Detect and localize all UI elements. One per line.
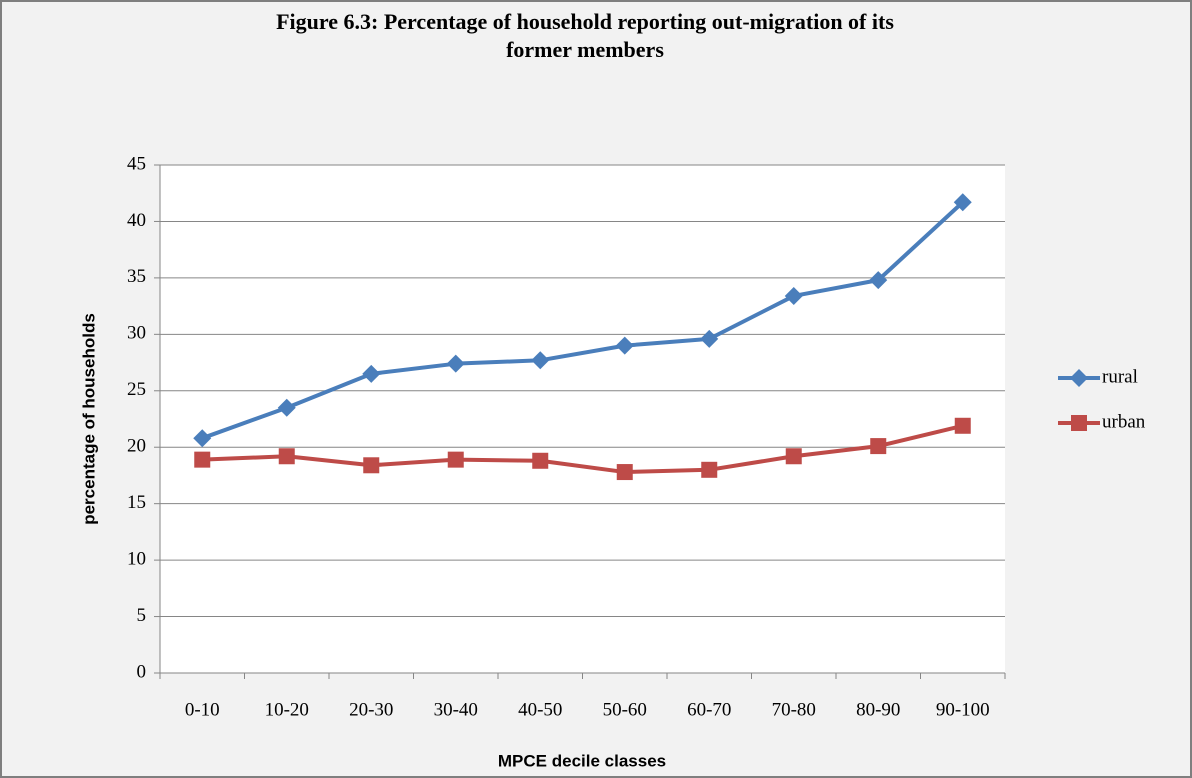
y-tick-label: 0 — [137, 661, 147, 682]
x-tick-label: 30-40 — [434, 699, 478, 720]
marker — [194, 451, 211, 468]
marker — [953, 193, 972, 212]
y-tick-label: 20 — [127, 436, 146, 457]
marker — [446, 354, 465, 373]
marker — [701, 461, 718, 478]
x-tick-label: 20-30 — [349, 699, 393, 720]
legend-label: urban — [1102, 411, 1146, 432]
marker — [363, 457, 380, 474]
x-tick-label: 50-60 — [603, 699, 647, 720]
y-tick-label: 25 — [127, 379, 146, 400]
marker — [616, 464, 633, 481]
marker — [1071, 415, 1087, 431]
marker — [362, 364, 381, 383]
x-tick-label: 80-90 — [856, 699, 900, 720]
plot-area — [160, 165, 1005, 673]
y-tick-label: 15 — [127, 492, 146, 513]
marker — [278, 448, 295, 465]
y-tick-label: 30 — [127, 323, 146, 344]
marker — [277, 398, 296, 417]
x-axis-label: MPCE decile classes — [498, 751, 666, 770]
y-tick-label: 35 — [127, 266, 146, 287]
marker — [784, 286, 803, 305]
marker — [615, 336, 634, 355]
series-line — [202, 423, 964, 475]
marker — [870, 438, 887, 455]
x-tick-label: 0-10 — [185, 699, 220, 720]
x-tick-label: 10-20 — [265, 699, 309, 720]
legend-label: rural — [1102, 366, 1138, 387]
marker — [700, 329, 719, 348]
x-tick-label: 90-100 — [936, 699, 990, 720]
y-axis-label: percentage of households — [79, 313, 98, 525]
marker — [447, 451, 464, 468]
chart-title: Figure 6.3: Percentage of household repo… — [276, 9, 894, 62]
x-tick-label: 40-50 — [518, 699, 562, 720]
y-tick-label: 45 — [127, 153, 146, 174]
marker — [869, 271, 888, 290]
y-tick-label: 10 — [127, 548, 146, 569]
x-tick-label: 60-70 — [687, 699, 731, 720]
series-line — [201, 200, 965, 441]
y-tick-label: 40 — [127, 210, 146, 231]
marker — [531, 351, 550, 370]
y-tick-label: 5 — [137, 605, 147, 626]
marker — [954, 417, 971, 434]
title-box: Figure 6.3: Percentage of household repo… — [276, 9, 894, 62]
marker — [193, 429, 212, 448]
marker — [1070, 369, 1088, 387]
marker — [532, 452, 549, 469]
marker — [785, 448, 802, 465]
x-tick-label: 70-80 — [772, 699, 816, 720]
